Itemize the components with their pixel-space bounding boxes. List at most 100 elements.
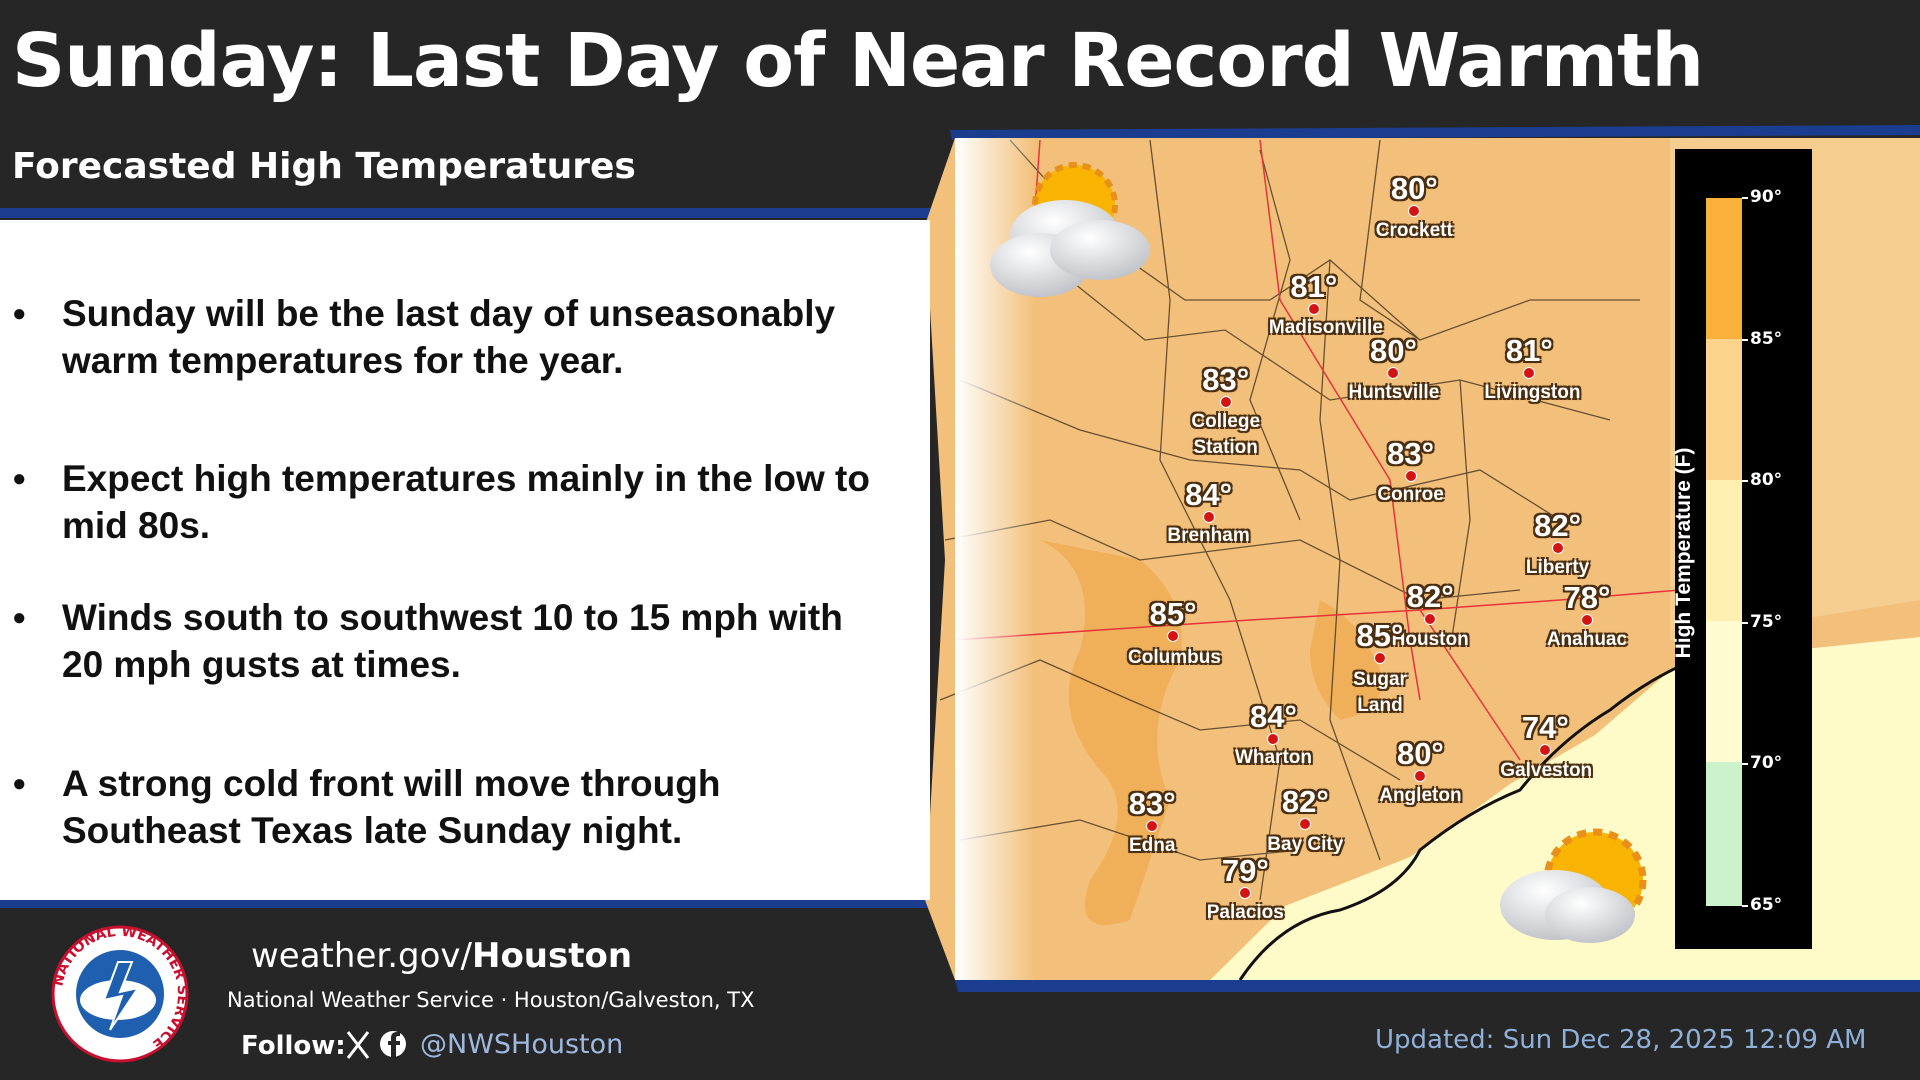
city-temp: 78° [1563,580,1611,615]
city-temp: 80° [1390,171,1438,207]
city-dot [1307,302,1320,315]
blue-rule [0,208,940,218]
city-dot [1219,396,1232,409]
city-temp: 81° [1505,332,1553,368]
city-temp: 82° [1534,507,1581,543]
city-name: Anahuac [1546,629,1628,651]
city-temp: 82° [1406,578,1454,614]
follow-label: Follow: [241,1031,346,1061]
legend-band [1706,198,1742,339]
legend-tick-label: 75° [1750,611,1783,632]
city-temp: 79° [1221,853,1269,889]
city-dot [1167,629,1180,642]
city-temp: 80° [1396,735,1444,771]
city-name: Bay City [1267,834,1344,856]
blue-rule [950,125,1920,140]
city-dot [1424,612,1437,625]
legend-tick-label: 70° [1750,753,1783,774]
warm-area [1310,600,1382,720]
bullet: Sunday will be the last day of unseasona… [12,290,892,384]
coastline [1238,648,1721,981]
city-name: Wharton [1234,746,1312,768]
city-temp: 84° [1185,477,1232,513]
city-dot [1523,366,1536,379]
nws-logo: NATIONAL WEATHER SERVICE [50,924,190,1063]
city-temp: 83° [1387,435,1435,471]
legend-tick-mark [1742,480,1748,483]
city-name: Madisonville [1268,317,1383,339]
city-dot [1387,366,1400,379]
city-name: Edna [1129,835,1176,857]
office-line: National Weather Service · Houston/Galve… [227,988,755,1012]
city-name: Conroe [1377,483,1444,505]
city-dot [1146,819,1159,832]
legend-title: High Temperature (F) [1672,447,1695,659]
city-temp: 85° [1149,595,1197,631]
legend-tick-mark [1742,338,1748,341]
city-name: Crockett [1375,220,1453,242]
city-name: Houston [1391,629,1469,651]
city-name: Livingston [1484,382,1581,404]
handle: @NWSHouston [420,1029,624,1060]
legend-band [1706,339,1742,480]
city-temp: 82° [1281,784,1329,820]
city-temp: 84° [1250,698,1297,734]
highways [954,139,1681,761]
city-dot [1404,469,1417,482]
bullet-panel: Sunday will be the last day of unseasona… [0,220,930,900]
city-dot [1539,743,1552,756]
city-dot [1299,818,1312,831]
city-temp: 80° [1370,332,1417,368]
blue-rule [0,898,936,908]
icon-sun-cloud [990,162,1150,297]
city-name: Brenham [1167,525,1250,547]
city-dot [1414,769,1427,782]
city-name: Palacios [1206,902,1284,924]
legend-tick-label: 65° [1750,895,1783,915]
site-office: Houston [471,936,633,976]
site: weather.gov/Houston [251,936,632,976]
city-name: Galveston [1500,760,1593,782]
legend-tick-mark [1742,905,1748,907]
blue-rule [955,980,1920,992]
site-prefix: weather.gov/ [251,936,472,976]
legend-tick-mark [1742,197,1748,199]
city-dot [1580,614,1593,626]
city-name: Huntsville [1348,382,1440,404]
legend-tick-mark [1742,621,1748,624]
legend-band [1706,762,1742,906]
title: Sunday: Last Day of Near Record Warmth [12,18,1704,104]
city-dot [1374,651,1386,664]
city-name: Angleton [1379,784,1462,806]
legend-band [1706,480,1742,621]
legend-tick-label: 80° [1750,470,1783,491]
map [925,138,1920,981]
bullet: Expect high temperatures mainly in the l… [12,455,892,549]
bullet: A strong cold front will move through So… [12,760,892,854]
subtitle: Forecasted High Temperatures [12,146,636,187]
city-temp: 83° [1202,362,1250,398]
legend-tick-label: 85° [1750,328,1783,349]
city-temp: 83° [1128,785,1176,821]
city-name: Liberty [1525,557,1590,579]
city-name: Columbus [1128,646,1221,668]
city-name: Sugar Land [1353,669,1407,717]
updated: Updated: Sun Dec 28, 2025 12:09 AM [1375,1025,1867,1055]
city-dot [1267,732,1280,745]
legend-band [1706,621,1742,762]
city-name: College Station [1191,410,1261,458]
city-temp: 81° [1290,268,1338,304]
legend-tick-mark [1742,763,1748,766]
legend-box [1675,149,1812,949]
city-dot [1239,887,1252,900]
icon-sun-cloud [1500,828,1647,943]
city-dot [1408,205,1421,218]
legend-tick-label: 90° [1750,187,1783,207]
city-temp: 85° [1356,617,1404,653]
bullet: Winds south to southwest 10 to 15 mph wi… [12,594,892,688]
city-temp: 74° [1521,709,1569,745]
city-dot [1551,541,1564,554]
social-icons [346,1031,406,1059]
